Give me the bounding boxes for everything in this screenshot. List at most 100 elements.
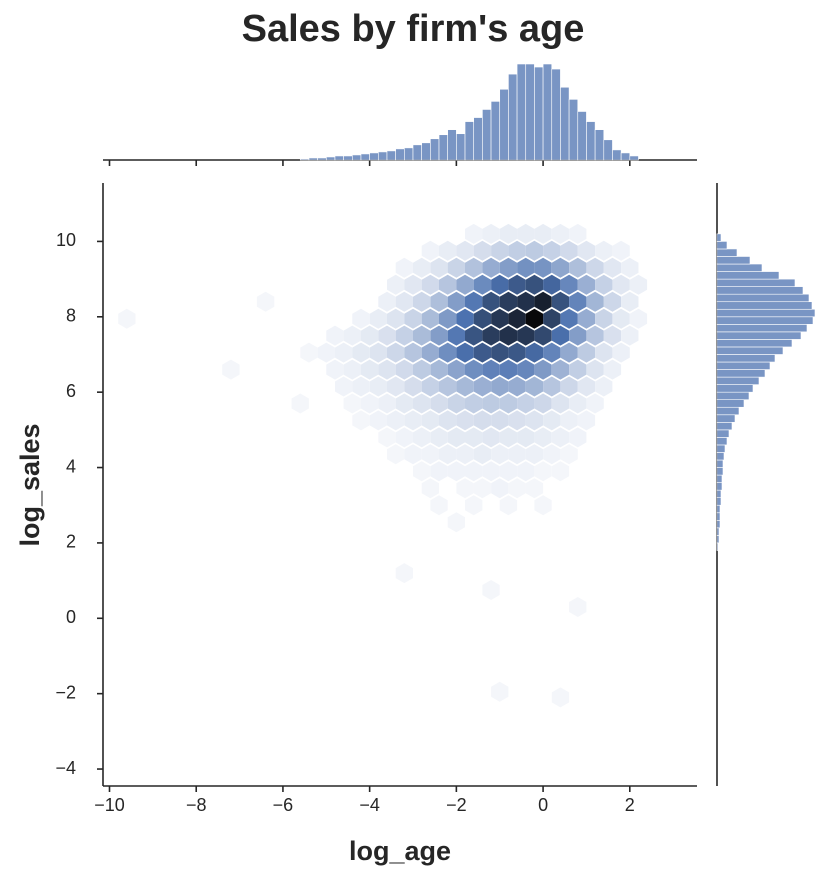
hexbin-cell bbox=[534, 495, 552, 516]
y-hist-bar bbox=[716, 233, 722, 242]
hexbin-cell bbox=[395, 291, 413, 312]
hexbin-cell bbox=[603, 257, 622, 278]
hexbin-cell bbox=[499, 257, 518, 278]
hexbin-cell bbox=[595, 240, 613, 261]
x-tick-label: −6 bbox=[273, 795, 294, 815]
hexbin-cell bbox=[222, 359, 240, 380]
hexbin-cell bbox=[378, 325, 396, 346]
y-hist-bar bbox=[716, 361, 771, 370]
hexbin-cell bbox=[569, 359, 587, 380]
hexbin-cell bbox=[465, 393, 483, 414]
hexbin-cell bbox=[413, 359, 431, 380]
hexbin-cell bbox=[621, 257, 639, 278]
x-hist-bar bbox=[534, 66, 544, 161]
hexbin-cell bbox=[465, 461, 483, 482]
hexbin-cell bbox=[447, 257, 465, 278]
hexbin-cell bbox=[395, 563, 413, 584]
hexbin-cell bbox=[447, 325, 465, 346]
hexbin-cell bbox=[456, 478, 474, 499]
hexbin-cell bbox=[439, 410, 457, 431]
hexbin-cell bbox=[421, 376, 439, 397]
y-hist-bar bbox=[716, 452, 725, 461]
hexbin-cell bbox=[413, 461, 431, 482]
hexbin-cell bbox=[569, 257, 587, 278]
y-hist-bar bbox=[716, 256, 751, 265]
hexbin-cell bbox=[551, 325, 570, 346]
x-hist-bar bbox=[404, 147, 414, 161]
hexbin-cell bbox=[395, 257, 413, 278]
hexbin-cell bbox=[517, 393, 535, 414]
x-hist-bar bbox=[378, 151, 388, 161]
y-hist-bar bbox=[716, 278, 796, 287]
x-hist-bar bbox=[629, 155, 639, 161]
hexbin-cell bbox=[534, 291, 552, 312]
hexbin-cell bbox=[456, 342, 474, 363]
x-hist-bar bbox=[334, 155, 344, 161]
y-tick-label: 8 bbox=[66, 306, 76, 326]
hexbin-cell bbox=[369, 376, 387, 397]
hexbin-cell bbox=[586, 257, 604, 278]
y-tick-label: −2 bbox=[55, 682, 76, 702]
hexbin-cell bbox=[560, 274, 578, 295]
hexbin-cell bbox=[586, 393, 604, 414]
hexbin-cell bbox=[456, 444, 474, 465]
y-hist-bar bbox=[716, 520, 721, 529]
hexbin-cell bbox=[447, 427, 465, 448]
hexbin-cell bbox=[343, 325, 361, 346]
hexbin-cell bbox=[465, 495, 483, 516]
hexbin-cell bbox=[439, 274, 457, 295]
hexbin-cell bbox=[491, 444, 509, 465]
y-hist-bar bbox=[716, 293, 810, 303]
hexbin-cell bbox=[421, 410, 439, 431]
hexbin-cell bbox=[413, 257, 431, 278]
x-hist-bar bbox=[603, 139, 613, 161]
hexbin-cell bbox=[491, 478, 509, 499]
hexbin-cell bbox=[369, 410, 387, 431]
x-tick-label: −8 bbox=[186, 795, 207, 815]
hexbin-cell bbox=[525, 410, 544, 431]
y-hist-bar bbox=[716, 504, 721, 514]
y-hist-bar bbox=[716, 384, 754, 393]
y-hist-bar bbox=[716, 399, 745, 408]
hexbin-cell bbox=[361, 359, 379, 380]
hexbin-cell bbox=[499, 461, 518, 482]
y-hist-bar bbox=[716, 339, 793, 348]
x-hist-bar bbox=[412, 144, 422, 161]
hexbin-cell bbox=[456, 308, 474, 329]
hexbin-cell bbox=[352, 342, 370, 363]
hexbin-cell bbox=[525, 376, 544, 397]
hexbin-cell bbox=[456, 274, 474, 295]
x-hist-bar bbox=[386, 150, 396, 161]
hexbin-cell bbox=[534, 393, 552, 414]
x-hist-bar bbox=[299, 158, 310, 161]
y-hist-bar bbox=[716, 263, 763, 272]
hexbin-cell bbox=[335, 376, 353, 397]
hexbin-cell bbox=[352, 308, 370, 329]
hexbin-cell bbox=[335, 342, 353, 363]
hexbin-cell bbox=[586, 359, 604, 380]
x-hist-bar bbox=[568, 99, 579, 161]
y-tick-label: −4 bbox=[55, 758, 76, 778]
hexbin-cell bbox=[543, 308, 561, 329]
x-hist-bar bbox=[430, 138, 440, 161]
hexbin-cell bbox=[473, 376, 491, 397]
hexbin-cell bbox=[473, 342, 491, 363]
hexbin-cell bbox=[508, 410, 526, 431]
hexbin-cell bbox=[525, 478, 544, 499]
hexbin-cell bbox=[439, 342, 457, 363]
hexbin-cell bbox=[560, 240, 578, 261]
hexbin-cell bbox=[551, 427, 570, 448]
hexbin-cell bbox=[551, 687, 570, 708]
hexbin-cell bbox=[508, 240, 526, 261]
hexbin-cell bbox=[430, 291, 448, 312]
x-hist-bar bbox=[560, 86, 570, 161]
hexbin-cell bbox=[421, 308, 439, 329]
hexbin-cell bbox=[569, 291, 587, 312]
hexbin-cell bbox=[447, 393, 465, 414]
hexbin-cell bbox=[517, 325, 535, 346]
y-hist-bar bbox=[716, 308, 816, 318]
hexbin-cell bbox=[508, 342, 526, 363]
hexbin-cell bbox=[447, 461, 465, 482]
hexbin-cell bbox=[343, 393, 361, 414]
hexbin-cell bbox=[543, 240, 561, 261]
